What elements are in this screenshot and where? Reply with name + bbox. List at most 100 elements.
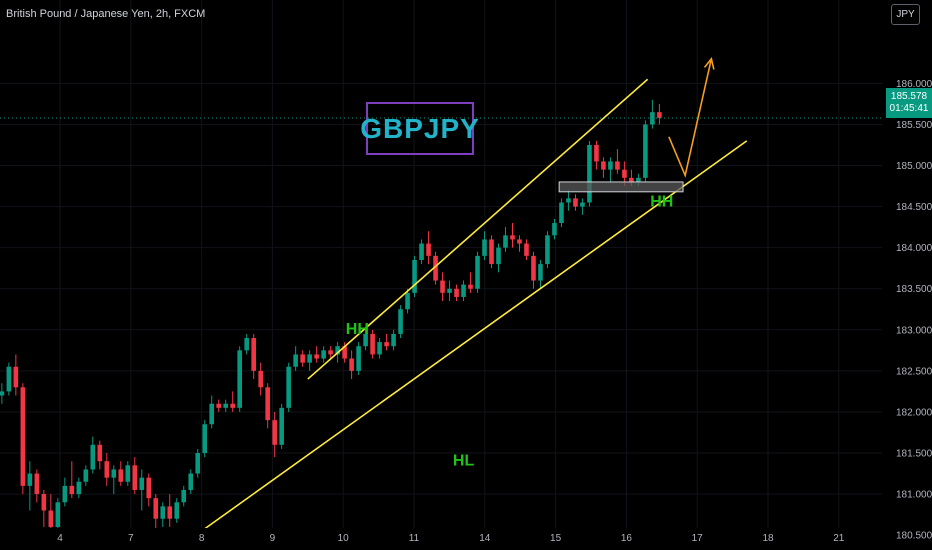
- candle-body: [377, 342, 382, 355]
- candle-body: [503, 235, 508, 248]
- candle: [307, 350, 312, 371]
- candle-body: [209, 403, 215, 425]
- candle-body: [272, 420, 277, 445]
- candle-body: [314, 354, 319, 359]
- swing-label: HH: [650, 194, 673, 211]
- candle: [552, 218, 557, 240]
- last-price-tag: 185.578 01:45:41: [886, 88, 932, 118]
- candle-body: [48, 510, 54, 527]
- candle: [475, 251, 480, 293]
- candle-body: [223, 403, 229, 408]
- candle: [202, 420, 208, 458]
- candle: [223, 399, 229, 412]
- time-axis[interactable]: [0, 528, 932, 550]
- candle-body: [279, 407, 284, 445]
- candle: [251, 333, 256, 380]
- candle: [510, 223, 515, 248]
- candle: [230, 391, 235, 412]
- candle: [573, 194, 578, 211]
- candle: [125, 461, 131, 486]
- price-grid: [0, 0, 882, 536]
- candle: [97, 440, 103, 470]
- candle: [237, 346, 242, 412]
- candle-body: [111, 469, 117, 478]
- candle-body: [237, 350, 242, 408]
- candle: [13, 354, 19, 396]
- candle: [580, 198, 585, 215]
- candle-body: [13, 366, 19, 388]
- candle: [461, 280, 466, 302]
- candle-body: [62, 485, 68, 503]
- candle: [293, 346, 298, 371]
- candle-body: [125, 465, 131, 482]
- candle-body: [41, 494, 47, 511]
- candle: [104, 453, 110, 486]
- candle: [601, 157, 606, 178]
- candle-body: [447, 288, 452, 293]
- candle-body: [531, 255, 536, 281]
- candle-body: [216, 403, 222, 408]
- currency-button[interactable]: JPY: [891, 4, 920, 25]
- swing-label: HL: [453, 452, 475, 469]
- candlestick-series: [0, 99, 662, 540]
- candle: [426, 231, 431, 265]
- symbol-title[interactable]: British Pound / Japanese Yen, 2h, FXCM: [6, 8, 206, 20]
- candle-body: [475, 255, 480, 289]
- candle: [139, 469, 145, 511]
- candle-body: [349, 358, 354, 371]
- candle: [328, 346, 333, 359]
- candle-body: [363, 333, 368, 347]
- candle-body: [601, 161, 606, 170]
- candle-body: [608, 161, 613, 170]
- candle: [272, 411, 277, 458]
- candle-body: [188, 473, 194, 490]
- candle: [153, 494, 159, 532]
- candle-body: [76, 481, 82, 495]
- candle: [447, 280, 452, 302]
- candle: [111, 465, 117, 495]
- candle: [643, 120, 648, 182]
- candle-body: [300, 354, 305, 363]
- candle: [209, 395, 215, 429]
- candle: [76, 477, 82, 499]
- candle-body: [230, 403, 235, 408]
- candle: [286, 362, 291, 412]
- candle: [258, 362, 263, 396]
- candle-body: [342, 346, 347, 359]
- candle-body: [132, 465, 138, 490]
- candle: [440, 272, 445, 302]
- candle-body: [622, 169, 627, 178]
- candle: [503, 227, 508, 252]
- candle: [391, 329, 396, 351]
- candle: [412, 255, 417, 297]
- candle-body: [370, 333, 375, 355]
- candle: [349, 350, 354, 380]
- candle-body: [643, 124, 648, 178]
- candle-body: [587, 144, 592, 203]
- candle-body: [174, 502, 180, 519]
- candle: [55, 498, 61, 532]
- candle: [419, 239, 424, 265]
- candle-body: [559, 202, 564, 224]
- candle: [27, 461, 33, 511]
- channel-lower-line: [201, 140, 748, 532]
- candle: [377, 338, 382, 359]
- candle-body: [538, 264, 543, 281]
- candle: [531, 251, 536, 289]
- candle-body: [384, 342, 389, 347]
- candle: [468, 272, 473, 293]
- candle-body: [552, 223, 557, 236]
- candle-body: [335, 346, 340, 355]
- candle: [538, 259, 543, 289]
- candle: [545, 231, 550, 269]
- candle: [566, 190, 571, 211]
- candle: [195, 448, 201, 478]
- price-axis[interactable]: [882, 0, 932, 550]
- candle-body: [97, 444, 103, 462]
- candle: [405, 288, 410, 314]
- candle-body: [412, 259, 417, 293]
- candle: [559, 198, 564, 228]
- candle-body: [258, 370, 263, 388]
- candle-body: [118, 469, 124, 482]
